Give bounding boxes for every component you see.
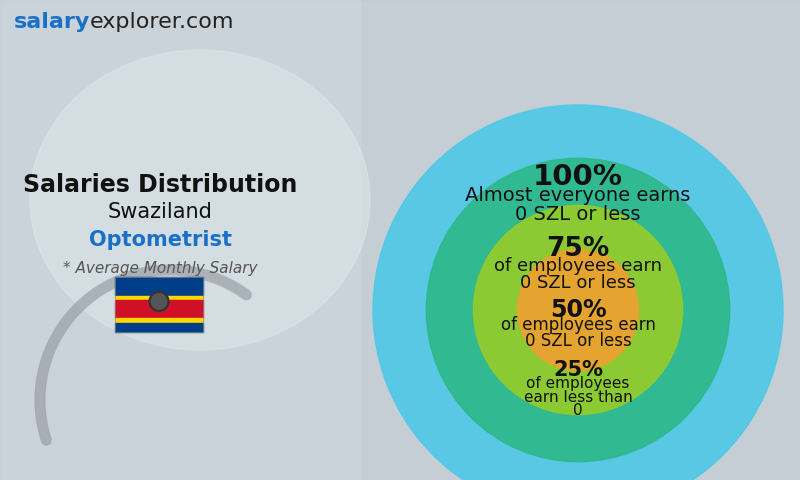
Text: earn less than: earn less than: [524, 390, 632, 405]
Text: Optometrist: Optometrist: [89, 230, 231, 250]
Bar: [115, 300, 203, 318]
Text: of employees earn: of employees earn: [494, 257, 662, 275]
Bar: [115, 277, 203, 332]
Bar: [115, 318, 203, 323]
Text: explorer.com: explorer.com: [90, 12, 234, 32]
Text: 75%: 75%: [546, 236, 610, 262]
Text: 0 SZL or less: 0 SZL or less: [515, 205, 641, 224]
Text: 0: 0: [573, 404, 583, 419]
Circle shape: [474, 205, 682, 415]
Circle shape: [373, 105, 783, 480]
Text: 0 SZL or less: 0 SZL or less: [520, 274, 636, 292]
Circle shape: [149, 291, 169, 312]
Text: * Average Monthly Salary: * Average Monthly Salary: [62, 261, 258, 276]
Text: 100%: 100%: [533, 163, 623, 191]
Text: 50%: 50%: [550, 298, 606, 322]
Circle shape: [426, 158, 730, 462]
Circle shape: [518, 250, 638, 371]
Bar: [115, 296, 203, 300]
Text: Almost everyone earns: Almost everyone earns: [466, 186, 690, 205]
Text: of employees: of employees: [526, 376, 630, 392]
Text: Swaziland: Swaziland: [107, 202, 213, 222]
Text: of employees earn: of employees earn: [501, 316, 655, 334]
Bar: [115, 277, 203, 295]
Text: Salaries Distribution: Salaries Distribution: [23, 173, 297, 197]
Bar: [0, 0, 360, 480]
Bar: [115, 323, 203, 332]
Ellipse shape: [30, 50, 370, 350]
Text: 25%: 25%: [553, 360, 603, 381]
Circle shape: [151, 294, 166, 309]
Text: 0 SZL or less: 0 SZL or less: [525, 332, 631, 349]
Text: salary: salary: [14, 12, 90, 32]
